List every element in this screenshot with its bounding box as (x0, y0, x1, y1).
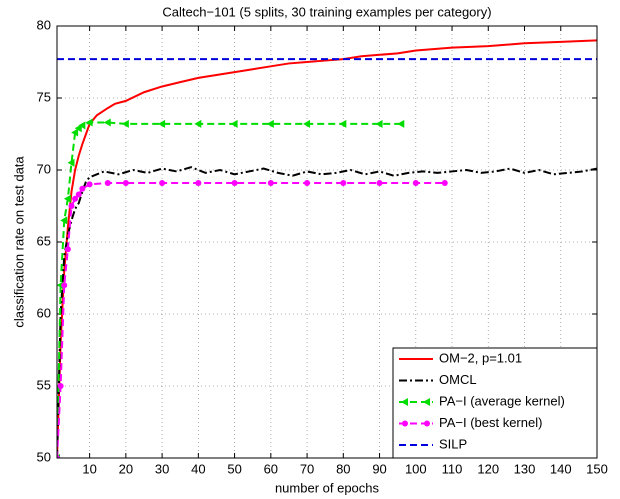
x-tick-label: 100 (405, 461, 427, 476)
point (339, 119, 347, 128)
point (402, 420, 408, 427)
x-tick-label: 40 (191, 461, 205, 476)
x-tick-label: 140 (550, 461, 572, 476)
point (231, 179, 238, 186)
point (267, 179, 274, 186)
point (64, 246, 71, 253)
point (67, 158, 75, 167)
point (266, 119, 274, 128)
series-line (57, 39, 597, 458)
x-tick-label: 20 (119, 461, 133, 476)
point (122, 179, 129, 186)
plot-frame (56, 25, 598, 459)
point (376, 179, 383, 186)
chart-title: Caltech−101 (5 splits, 30 training examp… (162, 4, 491, 19)
x-tick-label: 110 (442, 461, 463, 476)
x-tick-label: 50 (227, 461, 241, 476)
legend-label: SILP (439, 436, 467, 451)
y-tick-label: 75 (37, 89, 51, 104)
point (60, 216, 68, 225)
point (340, 179, 347, 186)
point (61, 282, 68, 289)
point (412, 179, 419, 186)
point (75, 191, 82, 198)
point (401, 398, 408, 406)
y-axis-label: classification rate on test data (11, 156, 26, 328)
point (304, 179, 311, 186)
point (79, 185, 86, 192)
y-tick-label: 80 (37, 17, 51, 32)
x-tick-label: 90 (372, 461, 386, 476)
y-tick-label: 70 (37, 161, 51, 176)
point (158, 119, 166, 128)
y-tick-label: 50 (37, 449, 51, 464)
x-tick-label: 130 (514, 461, 536, 476)
legend-label: OM−2, p=1.01 (439, 350, 522, 365)
point (57, 455, 60, 458)
point (423, 398, 430, 406)
plot-area (57, 39, 597, 458)
legend-label: PA−I (best kernel) (439, 415, 542, 430)
point (85, 118, 93, 127)
y-tick-label: 55 (37, 377, 51, 392)
x-tick-label: 80 (336, 461, 350, 476)
x-tick-label: 70 (300, 461, 314, 476)
point (303, 119, 311, 128)
x-tick-label: 120 (477, 461, 499, 476)
point (86, 181, 93, 188)
point (375, 119, 383, 128)
point (78, 121, 86, 130)
legend-label: PA−I (average kernel) (439, 393, 565, 408)
point (195, 179, 202, 186)
point (121, 119, 129, 128)
point (68, 203, 75, 209)
point (104, 179, 111, 186)
x-tick-label: 10 (82, 461, 96, 476)
y-tick-label: 60 (37, 305, 51, 320)
point (72, 195, 79, 202)
point (103, 118, 111, 127)
x-axis-label: number of epochs (275, 480, 380, 495)
point (159, 179, 166, 186)
point (194, 119, 202, 128)
point (63, 194, 71, 203)
x-tick-label: 150 (586, 461, 608, 476)
y-tick-label: 65 (37, 233, 51, 248)
point (424, 420, 430, 427)
x-tick-label: 60 (264, 461, 278, 476)
x-tick-label: 30 (155, 461, 169, 476)
point (441, 179, 448, 186)
point (230, 119, 238, 128)
legend-label: OMCL (439, 372, 477, 387)
point (397, 119, 405, 128)
series-line (57, 181, 445, 458)
point (57, 281, 64, 290)
point (71, 128, 79, 137)
point (57, 383, 64, 389)
